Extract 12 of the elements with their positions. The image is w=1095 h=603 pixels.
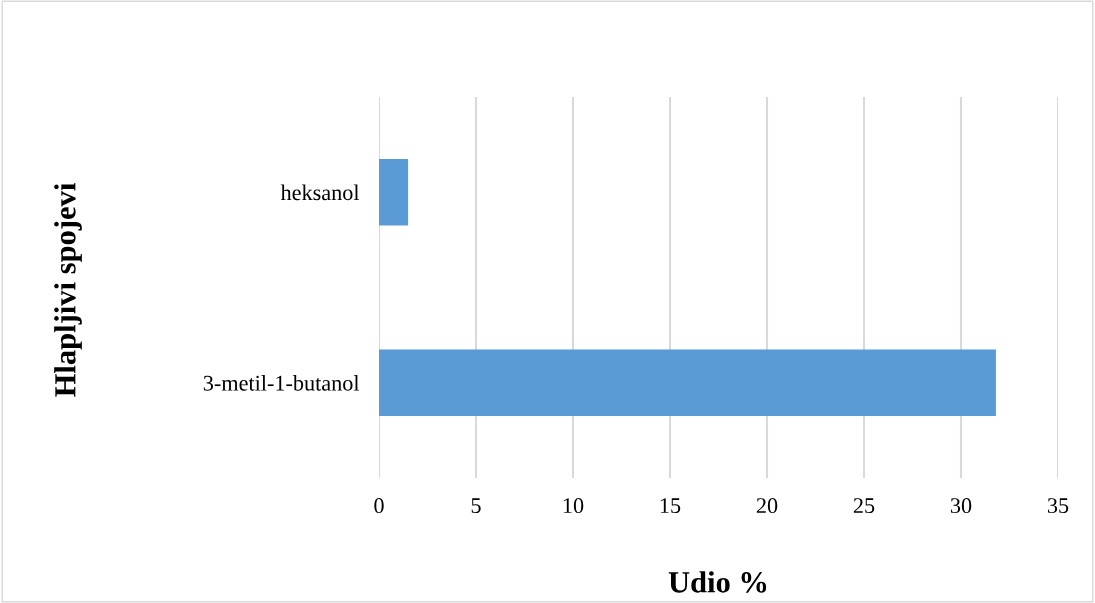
x-tick-label: 25	[853, 498, 875, 514]
y-tick-label: 3-metil-1-butanol	[203, 375, 360, 391]
x-tick-label: 5	[471, 498, 481, 514]
x-axis-title: Udio %	[668, 571, 767, 593]
x-tick-label: 0	[374, 498, 384, 514]
y-tick-label: heksanol	[280, 184, 360, 201]
y-axis-title: Hlapljivi spojevi	[54, 183, 82, 397]
x-tick-label: 20	[756, 498, 778, 514]
x-tick-label: 10	[563, 498, 584, 514]
x-tick-label: 35	[1047, 498, 1069, 514]
x-tick-label: 30	[950, 498, 972, 514]
x-tick-label: 15	[660, 498, 681, 514]
